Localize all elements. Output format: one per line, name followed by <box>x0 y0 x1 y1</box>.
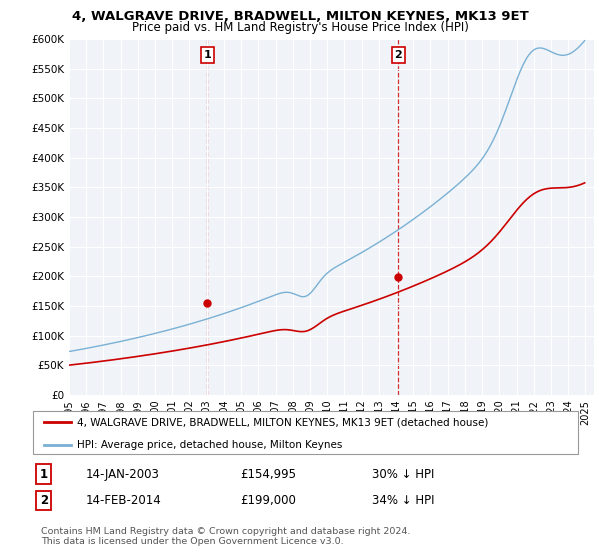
Text: 1: 1 <box>203 50 211 60</box>
Text: 4, WALGRAVE DRIVE, BRADWELL, MILTON KEYNES, MK13 9ET: 4, WALGRAVE DRIVE, BRADWELL, MILTON KEYN… <box>71 10 529 23</box>
Text: HPI: Average price, detached house, Milton Keynes: HPI: Average price, detached house, Milt… <box>77 440 342 450</box>
Text: £199,000: £199,000 <box>240 494 296 507</box>
Text: £154,995: £154,995 <box>240 468 296 480</box>
Text: 2: 2 <box>40 494 48 507</box>
Text: Price paid vs. HM Land Registry's House Price Index (HPI): Price paid vs. HM Land Registry's House … <box>131 21 469 34</box>
Text: Contains HM Land Registry data © Crown copyright and database right 2024.
This d: Contains HM Land Registry data © Crown c… <box>41 527 410 547</box>
FancyBboxPatch shape <box>33 411 578 454</box>
Text: 2: 2 <box>394 50 402 60</box>
Text: 14-JAN-2003: 14-JAN-2003 <box>85 468 159 480</box>
Text: 4, WALGRAVE DRIVE, BRADWELL, MILTON KEYNES, MK13 9ET (detached house): 4, WALGRAVE DRIVE, BRADWELL, MILTON KEYN… <box>77 417 488 427</box>
Text: 30% ↓ HPI: 30% ↓ HPI <box>372 468 434 480</box>
Text: 34% ↓ HPI: 34% ↓ HPI <box>372 494 435 507</box>
Text: 1: 1 <box>40 468 48 480</box>
Text: 14-FEB-2014: 14-FEB-2014 <box>85 494 161 507</box>
